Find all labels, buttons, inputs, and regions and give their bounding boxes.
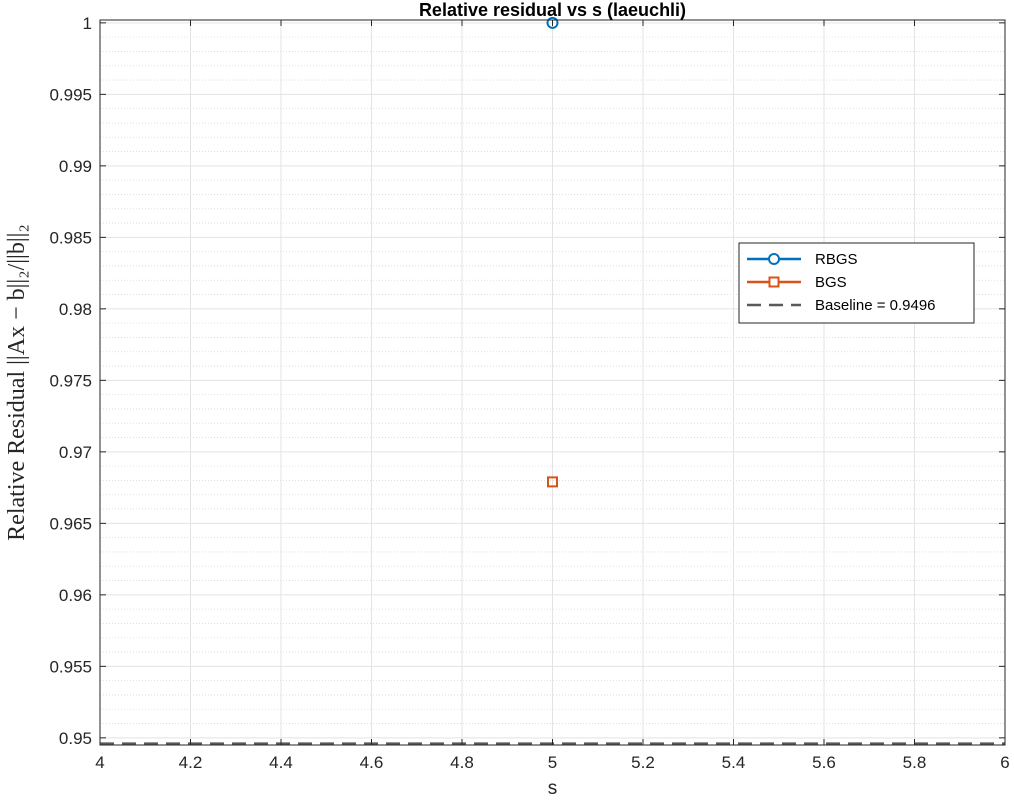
- y-tick-label: 0.975: [49, 371, 92, 390]
- legend-label: Baseline = 0.9496: [815, 297, 936, 314]
- x-tick-label: 5.6: [812, 753, 836, 772]
- x-tick-label: 6: [1000, 753, 1009, 772]
- legend-marker-rbgs: [768, 253, 780, 265]
- data-point-rbgs: [546, 16, 559, 29]
- legend: RBGS BGS Baseline = 0.9496: [738, 242, 975, 324]
- y-tick-label: 0.95: [59, 729, 92, 748]
- y-tick-label: 0.98: [59, 300, 92, 319]
- legend-label: RBGS: [815, 251, 858, 268]
- x-tick-label: 5.2: [631, 753, 655, 772]
- x-tick-label: 4: [95, 753, 104, 772]
- legend-label: BGS: [815, 274, 847, 291]
- legend-marker-bgs: [768, 276, 780, 288]
- x-tick-label: 5.4: [722, 753, 746, 772]
- y-tick-label: 1: [83, 14, 92, 33]
- x-tick-label: 4.8: [450, 753, 474, 772]
- x-tick-label: 5: [548, 753, 557, 772]
- x-tick-label: 4.2: [179, 753, 203, 772]
- y-tick-label: 0.97: [59, 443, 92, 462]
- chart-title: Relative residual vs s (laeuchli): [419, 0, 686, 20]
- x-axis-label: s: [548, 778, 558, 799]
- x-tick-label: 5.8: [903, 753, 927, 772]
- plot-area: 4 4.2 4.4 4.6 4.8 5 5.2 5.4 5.6 5.8 6 0.95 0.955 0.96…: [49, 14, 1009, 772]
- x-tick-label: 4.4: [269, 753, 293, 772]
- y-tick-label: 0.96: [59, 586, 92, 605]
- y-tick-label: 0.985: [49, 228, 92, 247]
- y-tick-label: 0.99: [59, 157, 92, 176]
- y-tick-label: 0.995: [49, 85, 92, 104]
- x-tick-label: 4.6: [360, 753, 384, 772]
- y-axis-label: Relative Residual ||Ax − b||₂/||b||₂: [4, 224, 30, 541]
- y-tick-label: 0.965: [49, 514, 92, 533]
- data-point-bgs: [547, 476, 558, 488]
- y-tick-label: 0.955: [49, 657, 92, 676]
